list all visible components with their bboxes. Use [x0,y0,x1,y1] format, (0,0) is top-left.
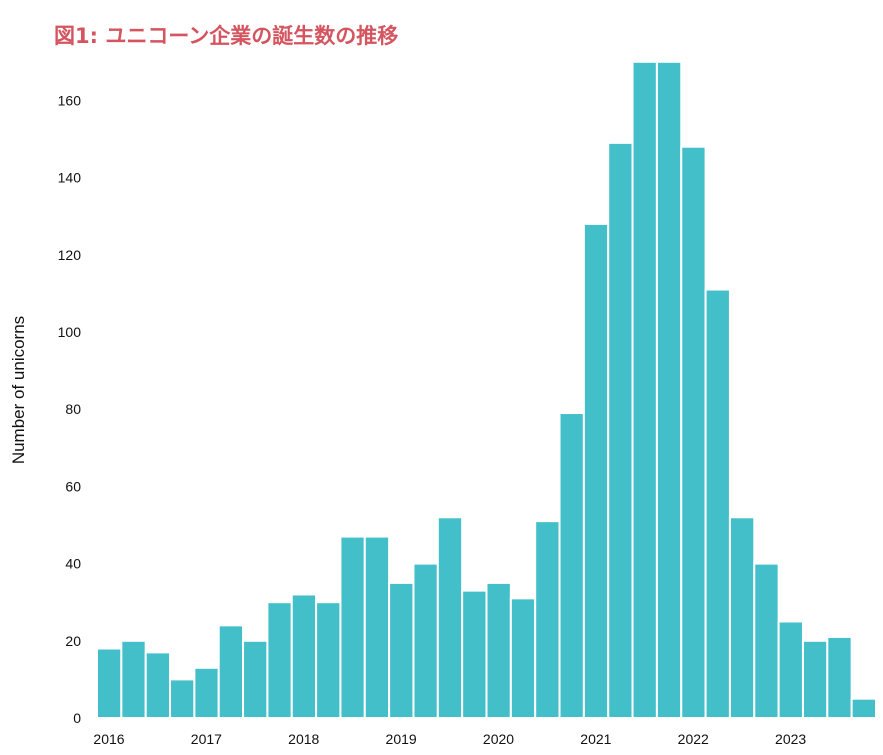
bar-2019-q3 [436,516,464,720]
y-tick-label: 60 [65,478,81,494]
bar-2020-q2 [509,597,537,720]
x-tick-label: 2018 [288,731,319,747]
bar-2021-q1 [582,222,610,719]
bar-2017-q1 [193,666,220,720]
y-axis-label: Number of unicorns [9,316,28,464]
x-tick-label: 2020 [483,731,514,747]
bar-2016-q1 [96,647,123,720]
bar-2020-q4 [558,412,585,719]
bar-2019-q2 [412,562,439,719]
bar-2022-q2 [704,288,731,719]
bar-2016-q4 [169,678,196,720]
bar-2022-q4 [753,562,780,719]
bar-2023-q2 [801,639,829,719]
bar-2023-q3 [826,635,853,719]
y-tick-label: 160 [58,92,82,108]
bar-2019-q1 [388,581,415,720]
bar-2016-q2 [120,639,147,719]
bar-2021-q3 [631,60,658,720]
bar-2017-q2 [217,624,245,719]
y-tick-label: 120 [58,247,82,263]
x-tick-label: 2017 [191,731,222,747]
bar-2017-q3 [242,639,269,719]
bar-2022-q1 [680,145,707,720]
bar-2021-q2 [607,141,634,720]
x-axis-ticks: 2016 2017 2018 2019 2020 2021 2022 2023 [93,731,806,747]
bar-2018-q1 [290,593,318,719]
bar-2017-q4 [266,601,293,720]
y-tick-label: 140 [58,170,82,186]
bar-2018-q3 [339,535,366,720]
x-tick-label: 2016 [93,731,124,747]
bar-group [96,60,877,720]
y-tick-label: 80 [65,401,81,417]
bar-2018-q4 [363,535,391,720]
chart-title: 図1: ユニコーン企業の誕生数の推移 [54,24,399,48]
x-tick-label: 2022 [678,731,709,747]
bar-2020-q3 [534,520,561,720]
bar-2023-q4 [850,697,877,720]
bar-2023-q1 [777,620,804,719]
bar-2016-q3 [144,651,172,720]
y-tick-label: 20 [65,633,81,649]
bar-2022-q3 [728,516,756,720]
y-tick-label: 100 [58,324,82,340]
y-tick-label: 40 [65,556,81,572]
bar-2018-q2 [315,601,342,720]
y-tick-label: 0 [73,710,81,726]
bar-2020-q1 [485,581,512,720]
bar-2021-q4 [655,60,683,720]
y-axis-ticks: 0 20 40 60 80 100 120 140 160 [58,92,82,726]
x-tick-label: 2021 [580,731,611,747]
bar-2019-q4 [461,589,488,719]
x-tick-label: 2019 [386,731,417,747]
x-tick-label: 2023 [775,731,806,747]
